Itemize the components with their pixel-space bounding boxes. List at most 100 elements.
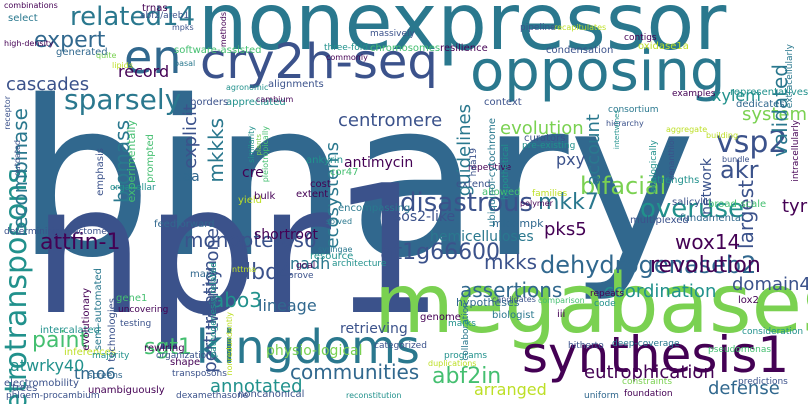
word-high-density: high-density (4, 39, 54, 48)
word-combinations: combinations (4, 1, 58, 10)
word-prompted: prompted (145, 134, 156, 183)
word-coordination: coordination (604, 281, 717, 302)
word-iii: iii (557, 309, 566, 320)
word-experimentally: experimentally (125, 120, 138, 203)
word-abo3: abo3 (212, 288, 262, 312)
word-mkkks: mkkks (204, 118, 228, 183)
word-intracellularly: intracellularly (791, 120, 801, 182)
word-outdated: outdated (13, 140, 22, 177)
word-pathogenesis-related: pathogenesis-related (209, 262, 219, 358)
word-vsp2: vsp2 (716, 125, 788, 160)
word-hierarchy: hierarchy (606, 119, 644, 128)
word-nonexpressor: nonexpressor (198, 0, 727, 68)
word-pks5: pks5 (544, 219, 587, 240)
word-programs: programs (444, 351, 488, 361)
word-software-assisted: software-assisted (174, 45, 262, 56)
word-extent: extent (296, 189, 329, 200)
word-repeats: repeats (590, 289, 625, 299)
word-recapitulates: recapitulates (554, 23, 607, 32)
word-pleiotropically: pleiotropically (261, 126, 270, 183)
word-trees: trees (12, 383, 38, 394)
word-evolutionary: evolutionary (81, 288, 92, 351)
word-allowed: allowed (482, 187, 521, 198)
word-comparison: comparison (538, 296, 585, 305)
word-consideration: consideration (742, 327, 804, 337)
word-biologist: biologist (492, 310, 535, 321)
word-syringae: syringae (318, 245, 353, 254)
word-antimycin: antimycin (344, 155, 414, 171)
word-lineage: lineage (258, 296, 317, 315)
word-methods: methods (219, 12, 228, 48)
word-en: en (124, 30, 182, 84)
word-paint: paint (32, 328, 89, 353)
word-reconstitution: reconstitution (346, 391, 402, 400)
word-pipeline: pipeline (520, 23, 556, 33)
word-evolution: evolution (500, 118, 584, 139)
word-binary: binary (16, 54, 696, 305)
word-intertwines: intertwines (613, 110, 621, 150)
word-constraints: constraints (622, 377, 673, 387)
word-organization: organization (156, 351, 212, 361)
word-encompassing: encompassing (338, 203, 411, 214)
word-assertions: assertions (460, 278, 563, 302)
word-record: record (118, 62, 170, 81)
word-phloem-procambium: phloem-procambium (6, 391, 100, 401)
word-atwrky40: atwrky40 (10, 356, 85, 375)
word-testing: testing (120, 319, 152, 329)
word-nadh: nadh (290, 254, 331, 273)
word-three-fold: three-fold (324, 43, 368, 53)
word-building: building (706, 131, 739, 140)
word-repetitive: repetitive (468, 163, 512, 173)
word-revolution: revolution (650, 253, 761, 278)
word-solved: solved (326, 217, 353, 226)
word-multiplexed: multiplexed (630, 215, 689, 226)
word-yield: yield (238, 195, 262, 206)
word-dehydrogenaseb2: dehydrogenaseb2 (540, 251, 757, 279)
word-cost: cost (310, 179, 331, 190)
word-hypothetical: hypothetical (501, 144, 511, 201)
word-communities: communities (290, 360, 420, 384)
word-mpks: mpks (172, 23, 194, 32)
word-at1g66600: at1g66600 (380, 240, 501, 265)
word-cor47: cor47 (330, 167, 359, 178)
word-curators: curators (524, 133, 566, 144)
word-monopteros6: monopteros6 (184, 228, 317, 252)
word-bundle: bundle (722, 155, 750, 164)
word-shape: shape (170, 357, 201, 368)
word-sparsely: sparsely (64, 83, 182, 116)
word-lipids: lipids (112, 61, 133, 70)
word-emphasis: emphasis (95, 148, 106, 196)
word-tmo6: tmo6 (74, 364, 116, 383)
word-cre: cre (242, 165, 264, 181)
word-unambiguously: unambiguously (88, 385, 165, 396)
word-ankyrin: ankyrin (306, 155, 344, 166)
word-examples: examples (672, 89, 716, 99)
word-semi-automated: semi-automated (93, 268, 104, 351)
word-shortroot: shortroot (254, 227, 319, 243)
word-extend: extend (456, 179, 491, 190)
word-commonly: commonly (326, 53, 368, 62)
word-ecologically: ecologically (649, 140, 659, 194)
word-gene1: gene1 (116, 293, 148, 304)
word-condensation: condensation (546, 45, 614, 56)
word-uniform: uniform (584, 391, 619, 401)
word-massively: massively (370, 29, 415, 39)
word-basal: basal (174, 59, 196, 68)
word-salicylic: salicylic (672, 197, 712, 208)
word-pxy: pxy (556, 150, 586, 169)
word-transposons: transposons (172, 369, 227, 379)
word-predictions: predictions (738, 377, 788, 387)
word-prove: prove (288, 271, 314, 281)
word-architecture: architecture (332, 259, 387, 269)
word-resource: resource (310, 251, 354, 262)
word-tyr: tyr (782, 196, 808, 217)
word-representatives: representatives (730, 87, 808, 98)
word-collaboration: collaboration (461, 302, 471, 361)
word-lox2: lox2 (738, 295, 759, 306)
word-centromere: centromere (338, 110, 443, 131)
word-domain4: domain4 (732, 274, 808, 295)
word-uncovering: uncovering (118, 305, 169, 315)
word-attfin-1: attfin-1 (40, 230, 121, 255)
word-screens: screens (88, 371, 123, 381)
word-deep-coverage: deep-coverage (612, 339, 680, 349)
